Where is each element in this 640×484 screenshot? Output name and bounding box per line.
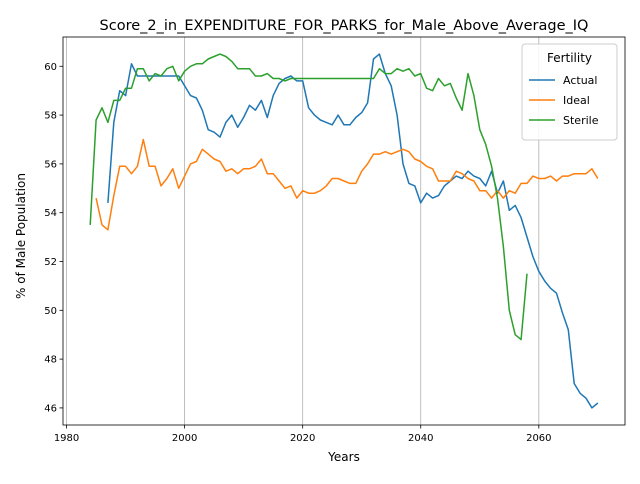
series-line-ideal xyxy=(95,138,599,231)
x-axis-label: Years xyxy=(327,450,360,464)
legend: Fertility Actual Ideal Sterile xyxy=(521,43,618,141)
chart-title: Score_2_in_EXPENDITURE_FOR_PARKS_for_Mal… xyxy=(100,18,589,34)
legend-label-actual: Actual xyxy=(563,74,597,87)
y-tick-label: 60 xyxy=(44,62,57,73)
x-tick-label: 2000 xyxy=(172,433,197,444)
x-tick-label: 1980 xyxy=(54,433,79,444)
y-tick-label: 54 xyxy=(44,208,57,219)
plot-frame xyxy=(62,36,626,426)
legend-title: Fertility xyxy=(547,51,592,65)
series-line-actual xyxy=(107,53,599,409)
y-tick-label: 48 xyxy=(44,355,57,366)
legend-box xyxy=(521,43,618,141)
x-tick-label: 2060 xyxy=(526,433,551,444)
y-tick-label: 58 xyxy=(44,111,57,122)
legend-label-ideal: Ideal xyxy=(563,94,590,107)
y-tick-label: 50 xyxy=(44,306,57,317)
legend-label-sterile: Sterile xyxy=(563,114,599,127)
y-tick-label: 56 xyxy=(44,159,57,170)
x-tick-label: 2040 xyxy=(408,433,433,444)
grid-layer xyxy=(66,37,540,425)
legend-entries: Actual Ideal Sterile xyxy=(529,74,599,127)
series-layer xyxy=(89,53,599,409)
y-tick-label: 46 xyxy=(44,403,57,414)
x-tick-label: 2020 xyxy=(290,433,315,444)
axis-layer: 1980 2000 2020 2040 2060 46 48 50 52 54 56 58 60 xyxy=(44,62,551,444)
y-axis-label: % of Male Population xyxy=(14,173,28,299)
series-line-sterile xyxy=(89,53,528,341)
y-tick-label: 52 xyxy=(44,257,57,268)
